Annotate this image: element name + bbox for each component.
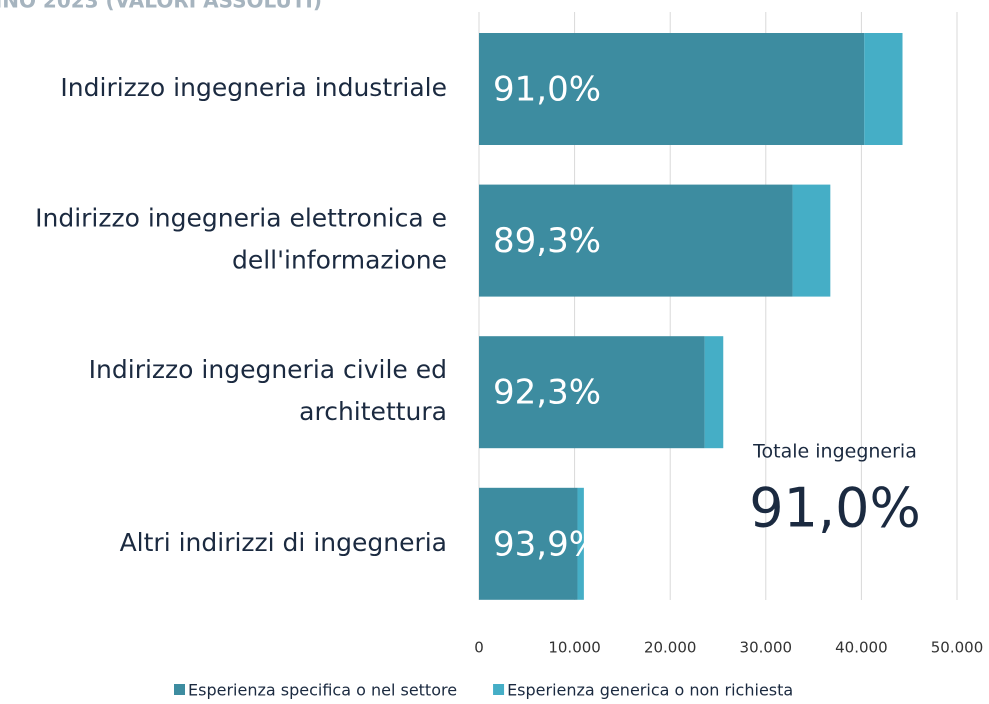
share-label: 92,3%: [493, 373, 601, 413]
category-line: architettura: [299, 397, 447, 426]
annotation-value: 91,0%: [749, 477, 921, 540]
chart-title: ANNO 2023 (VALORI ASSOLUTI): [0, 0, 322, 13]
category-line: Altri indirizzi di ingegneria: [120, 528, 447, 557]
category-line: Indirizzo ingegneria civile ed: [89, 355, 447, 384]
annotation-label: Totale ingegneria: [752, 441, 917, 463]
x-tick-label: 20.000: [644, 639, 697, 657]
category-label: Indirizzo ingegneria industriale: [60, 73, 447, 102]
bar-segment: [792, 184, 831, 297]
legend-swatch: [174, 684, 185, 695]
legend-swatch: [493, 684, 505, 695]
category-line: dell'informazione: [232, 246, 447, 275]
bar-segment: [479, 184, 793, 297]
bar-segment: [479, 487, 578, 600]
category-label: Indirizzo ingegneria civile ed architettu…: [89, 355, 447, 426]
legend-label: Esperienza specifica o nel settore: [188, 681, 457, 700]
category-label: Altri indirizzi di ingegneria: [120, 528, 447, 557]
bar-segment: [479, 33, 865, 145]
x-tick-label: 40.000: [835, 639, 888, 657]
bar-segment: [704, 336, 724, 449]
share-label: 93,9%: [493, 524, 601, 564]
x-tick-label: 0: [474, 639, 484, 657]
bar-segment: [479, 336, 705, 449]
category-label: Indirizzo ingegneria elettronica e dell'i…: [35, 204, 447, 275]
x-tick-label: 50.000: [931, 639, 984, 657]
x-tick-label: 10.000: [548, 639, 601, 657]
share-label: 89,3%: [493, 221, 601, 261]
bar-segment: [864, 33, 903, 145]
category-line: Indirizzo ingegneria industriale: [60, 73, 447, 102]
share-label: 91,0%: [493, 70, 601, 110]
x-tick-label: 30.000: [740, 639, 793, 657]
category-line: Indirizzo ingegneria elettronica e: [35, 204, 447, 233]
bar-segment: [577, 487, 584, 600]
legend-label: Esperienza generica o non richiesta: [507, 681, 793, 700]
